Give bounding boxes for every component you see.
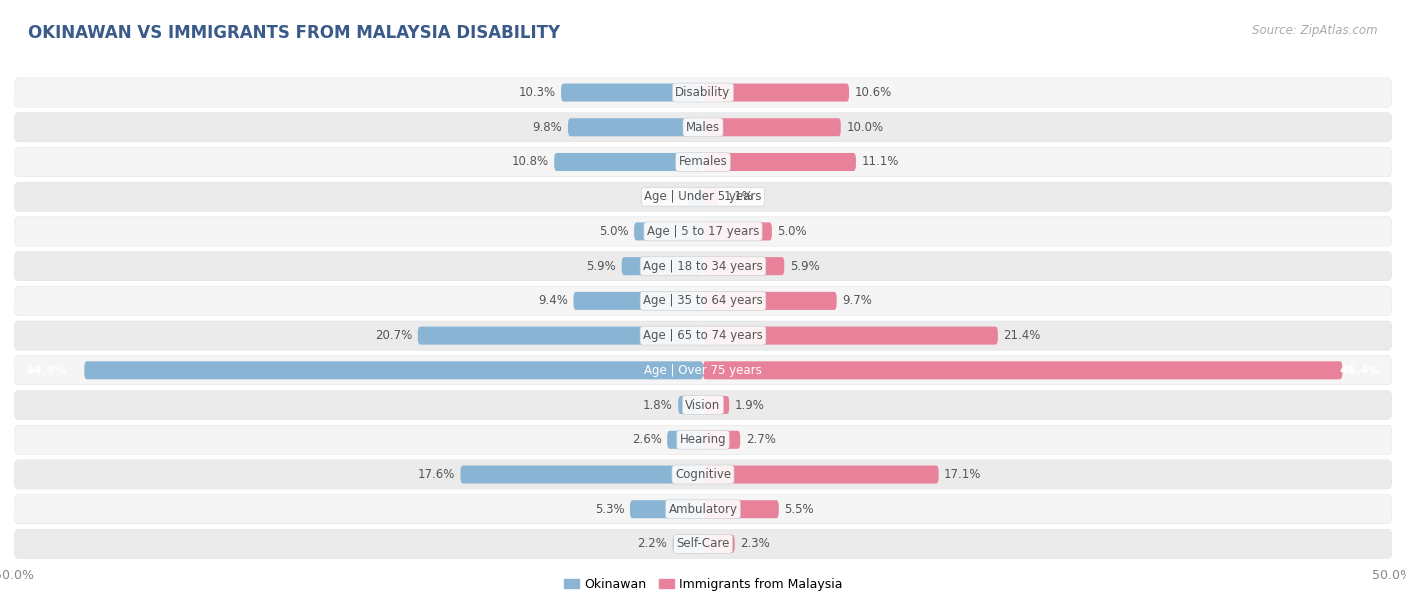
Text: Age | Over 75 years: Age | Over 75 years [644,364,762,377]
FancyBboxPatch shape [703,431,740,449]
FancyBboxPatch shape [14,460,1392,489]
FancyBboxPatch shape [14,113,1392,142]
Text: 1.9%: 1.9% [735,398,765,411]
FancyBboxPatch shape [14,182,1392,211]
Text: 20.7%: 20.7% [375,329,412,342]
Text: 1.8%: 1.8% [643,398,672,411]
Text: 10.0%: 10.0% [846,121,883,134]
FancyBboxPatch shape [703,396,730,414]
Text: Ambulatory: Ambulatory [668,502,738,516]
FancyBboxPatch shape [14,390,1392,420]
Text: 9.4%: 9.4% [538,294,568,307]
Text: Age | 18 to 34 years: Age | 18 to 34 years [643,259,763,273]
FancyBboxPatch shape [621,257,703,275]
FancyBboxPatch shape [14,217,1392,246]
Text: Disability: Disability [675,86,731,99]
FancyBboxPatch shape [14,425,1392,454]
Text: 11.1%: 11.1% [862,155,898,168]
Text: 44.9%: 44.9% [25,364,66,377]
Text: Vision: Vision [685,398,721,411]
Text: 17.1%: 17.1% [945,468,981,481]
FancyBboxPatch shape [568,118,703,136]
FancyBboxPatch shape [672,535,703,553]
Text: Source: ZipAtlas.com: Source: ZipAtlas.com [1253,24,1378,37]
FancyBboxPatch shape [630,500,703,518]
FancyBboxPatch shape [703,222,772,241]
FancyBboxPatch shape [688,188,703,206]
Legend: Okinawan, Immigrants from Malaysia: Okinawan, Immigrants from Malaysia [564,578,842,591]
FancyBboxPatch shape [14,286,1392,315]
Text: Age | 65 to 74 years: Age | 65 to 74 years [643,329,763,342]
FancyBboxPatch shape [14,529,1392,559]
FancyBboxPatch shape [703,188,718,206]
FancyBboxPatch shape [574,292,703,310]
FancyBboxPatch shape [678,396,703,414]
FancyBboxPatch shape [14,494,1392,524]
FancyBboxPatch shape [561,83,703,102]
Text: 5.5%: 5.5% [785,502,814,516]
FancyBboxPatch shape [84,361,703,379]
Text: Self-Care: Self-Care [676,537,730,550]
Text: 10.6%: 10.6% [855,86,891,99]
FancyBboxPatch shape [703,257,785,275]
Text: Hearing: Hearing [679,433,727,446]
Text: Age | Under 5 years: Age | Under 5 years [644,190,762,203]
Text: 46.4%: 46.4% [1340,364,1381,377]
Text: 5.9%: 5.9% [790,259,820,273]
FancyBboxPatch shape [634,222,703,241]
FancyBboxPatch shape [14,147,1392,177]
FancyBboxPatch shape [703,327,998,345]
Text: 1.1%: 1.1% [652,190,682,203]
Text: 2.7%: 2.7% [745,433,776,446]
FancyBboxPatch shape [703,361,1343,379]
FancyBboxPatch shape [554,153,703,171]
Text: 5.9%: 5.9% [586,259,616,273]
FancyBboxPatch shape [703,500,779,518]
Text: Cognitive: Cognitive [675,468,731,481]
FancyBboxPatch shape [703,535,735,553]
Text: Females: Females [679,155,727,168]
Text: Age | 35 to 64 years: Age | 35 to 64 years [643,294,763,307]
FancyBboxPatch shape [703,153,856,171]
FancyBboxPatch shape [703,118,841,136]
Text: 5.0%: 5.0% [778,225,807,238]
Text: 2.6%: 2.6% [631,433,662,446]
FancyBboxPatch shape [14,78,1392,107]
FancyBboxPatch shape [14,321,1392,350]
FancyBboxPatch shape [703,466,939,483]
Text: 2.2%: 2.2% [637,537,668,550]
Text: 5.0%: 5.0% [599,225,628,238]
FancyBboxPatch shape [14,252,1392,281]
Text: Age | 5 to 17 years: Age | 5 to 17 years [647,225,759,238]
Text: 10.3%: 10.3% [519,86,555,99]
Text: 9.7%: 9.7% [842,294,872,307]
Text: Males: Males [686,121,720,134]
FancyBboxPatch shape [418,327,703,345]
Text: 5.3%: 5.3% [595,502,624,516]
Text: 9.8%: 9.8% [533,121,562,134]
Text: 21.4%: 21.4% [1004,329,1040,342]
Text: 1.1%: 1.1% [724,190,754,203]
Text: 17.6%: 17.6% [418,468,456,481]
FancyBboxPatch shape [461,466,703,483]
FancyBboxPatch shape [703,292,837,310]
FancyBboxPatch shape [668,431,703,449]
FancyBboxPatch shape [703,83,849,102]
Text: OKINAWAN VS IMMIGRANTS FROM MALAYSIA DISABILITY: OKINAWAN VS IMMIGRANTS FROM MALAYSIA DIS… [28,24,560,42]
Text: 2.3%: 2.3% [740,537,770,550]
Text: 10.8%: 10.8% [512,155,548,168]
FancyBboxPatch shape [14,356,1392,385]
